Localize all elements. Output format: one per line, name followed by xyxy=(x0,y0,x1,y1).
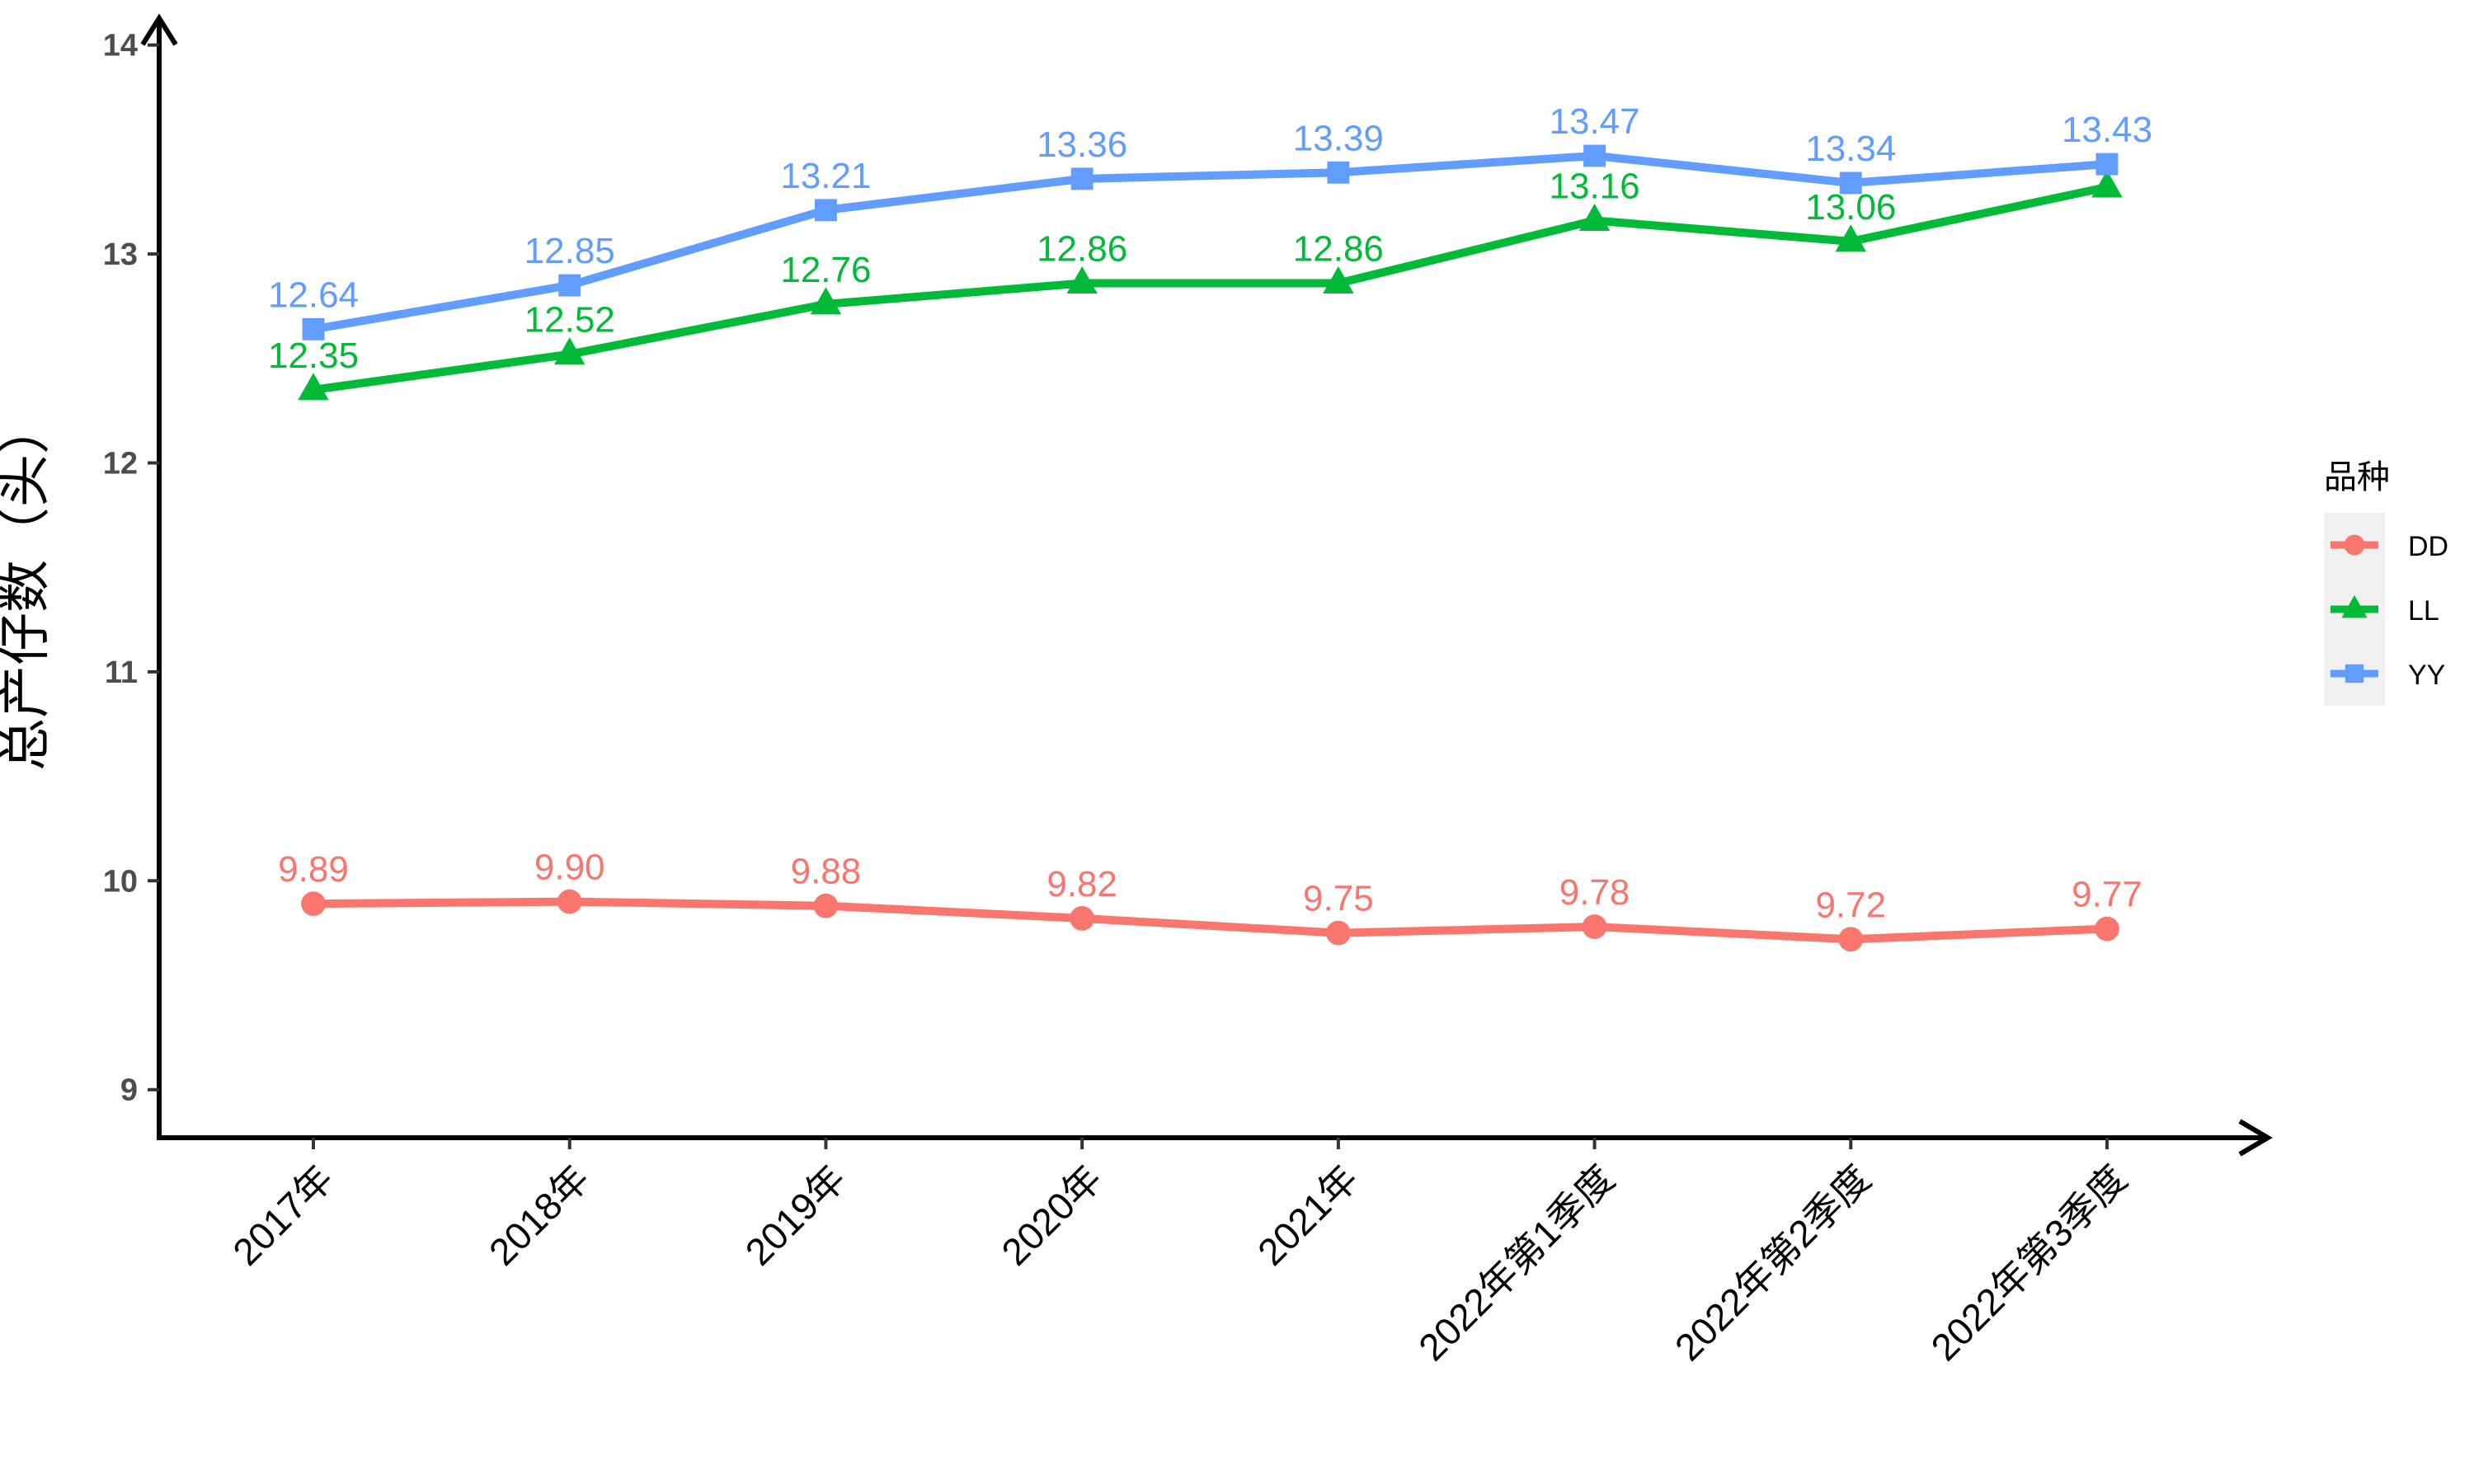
legend-marker-yy xyxy=(2345,664,2364,683)
data-label-dd: 9.75 xyxy=(1303,879,1374,919)
x-tick-label: 2018年 xyxy=(481,1157,598,1274)
data-label-yy: 13.36 xyxy=(1037,124,1127,165)
data-label-yy: 12.64 xyxy=(268,275,359,315)
x-tick-label: 2020年 xyxy=(993,1157,1110,1274)
y-tick-label: 14 xyxy=(103,29,138,63)
data-point-ll xyxy=(1323,265,1354,294)
data-point-yy xyxy=(1327,161,1350,184)
data-point-dd xyxy=(2095,916,2119,942)
data-point-yy xyxy=(814,199,837,222)
data-label-dd: 9.88 xyxy=(791,852,862,892)
series-line-dd xyxy=(309,897,2111,944)
legend-marker-dd xyxy=(2344,534,2365,556)
x-tick-label: 2022年第2季度 xyxy=(1667,1157,1879,1369)
data-point-dd xyxy=(1070,906,1095,931)
y-axis-title: 总产仔数（头） xyxy=(0,402,56,771)
y-tick-label: 10 xyxy=(103,864,138,899)
data-label-ll: 12.86 xyxy=(1037,229,1127,270)
data-label-yy: 13.47 xyxy=(1550,101,1640,142)
data-point-ll xyxy=(1835,224,1867,252)
x-tick-label: 2019年 xyxy=(737,1157,854,1274)
data-point-dd xyxy=(1325,920,1351,946)
data-point-ll xyxy=(810,287,842,315)
data-point-dd xyxy=(1582,914,1607,939)
data-label-dd: 9.78 xyxy=(1559,872,1630,913)
legend-label-dd: DD xyxy=(2408,531,2448,562)
legend-label-yy: YY xyxy=(2408,660,2445,691)
data-point-dd xyxy=(557,889,582,914)
data-label-dd: 9.77 xyxy=(2072,875,2142,915)
data-point-dd xyxy=(1838,927,1864,952)
legend-marker-ll xyxy=(2341,594,2368,618)
legend-title: 品种 xyxy=(2324,458,2390,496)
data-label-dd: 9.90 xyxy=(534,848,605,888)
y-tick-label: 12 xyxy=(103,446,138,481)
data-point-yy xyxy=(2095,153,2119,176)
series-line-yy xyxy=(309,151,2111,334)
data-label-dd: 9.89 xyxy=(278,849,349,890)
series-line-ll xyxy=(309,182,2111,394)
data-point-ll xyxy=(1578,203,1611,232)
data-label-yy: 12.85 xyxy=(524,231,615,271)
data-point-yy xyxy=(1583,144,1606,167)
data-label-ll: 13.16 xyxy=(1550,167,1640,207)
y-tick-label: 11 xyxy=(105,655,138,690)
data-label-yy: 13.39 xyxy=(1293,118,1384,158)
data-label-ll: 12.35 xyxy=(268,336,359,376)
y-tick-label: 13 xyxy=(103,237,138,272)
data-label-yy: 13.21 xyxy=(780,156,871,196)
data-label-yy: 13.34 xyxy=(1805,129,1896,169)
data-point-ll xyxy=(2091,170,2123,198)
data-label-ll: 13.06 xyxy=(1805,187,1896,228)
data-point-dd xyxy=(813,893,839,918)
data-point-ll xyxy=(298,373,329,401)
data-label-yy: 13.43 xyxy=(2062,110,2152,150)
x-axis-arrow-icon xyxy=(2238,1119,2273,1157)
x-tick-label: 2021年 xyxy=(1249,1157,1366,1274)
y-axis-arrow-icon xyxy=(140,13,178,46)
data-label-ll: 12.86 xyxy=(1293,229,1384,270)
data-point-ll xyxy=(1066,265,1098,294)
x-tick-label: 2017年 xyxy=(224,1157,341,1274)
data-point-dd xyxy=(301,891,326,917)
data-point-yy xyxy=(1839,171,1862,195)
data-label-dd: 9.72 xyxy=(1815,885,1886,925)
data-label-ll: 12.52 xyxy=(524,300,615,340)
x-tick-label: 2022年第1季度 xyxy=(1410,1157,1622,1369)
data-label-dd: 9.82 xyxy=(1047,864,1117,904)
data-point-yy xyxy=(302,317,325,340)
data-point-ll xyxy=(553,337,586,365)
legend-label-ll: LL xyxy=(2408,595,2439,627)
data-point-yy xyxy=(558,274,581,297)
data-point-yy xyxy=(1070,167,1094,190)
y-tick-label: 9 xyxy=(120,1073,138,1108)
data-label-ll: 12.76 xyxy=(780,250,871,290)
x-tick-label: 2022年第3季度 xyxy=(1922,1157,2134,1369)
